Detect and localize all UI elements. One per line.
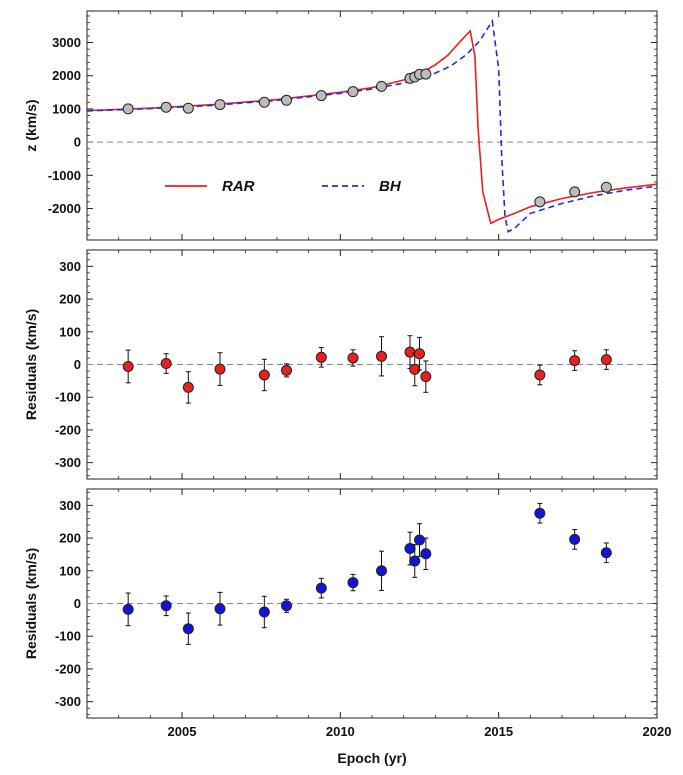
y-tick-label: -200 — [55, 422, 81, 437]
y-axis-title: Residuals (km/s) — [23, 309, 39, 420]
y-tick-label: 100 — [59, 324, 81, 339]
legend-label-bh: BH — [379, 178, 402, 195]
y-tick-label: -300 — [55, 694, 81, 709]
data-point — [258, 369, 270, 381]
data-point — [376, 565, 387, 577]
x-tick-label: 2010 — [326, 724, 355, 739]
x-axis-title: Epoch (yr) — [337, 750, 406, 766]
data-point — [281, 600, 292, 612]
data-point — [420, 548, 432, 560]
data-point — [569, 355, 581, 367]
y-tick-label: 100 — [59, 563, 81, 578]
data-point — [420, 371, 432, 383]
data-point — [160, 101, 172, 113]
y-tick-label: 3000 — [52, 35, 81, 50]
data-point — [182, 381, 194, 393]
y-tick-label: 0 — [74, 135, 81, 150]
series-bh-line — [87, 18, 657, 233]
data-point — [214, 99, 226, 111]
data-point — [214, 363, 226, 375]
x-tick-label: 2015 — [484, 724, 513, 739]
data-point — [414, 348, 425, 360]
data-point — [160, 600, 172, 612]
data-point — [258, 96, 270, 108]
data-point — [182, 102, 194, 114]
data-point — [347, 577, 359, 589]
data-point — [182, 623, 194, 635]
data-point — [569, 186, 581, 198]
data-point — [376, 350, 387, 362]
y-tick-label: -300 — [55, 455, 81, 470]
data-point — [347, 86, 359, 98]
data-point — [600, 547, 612, 559]
y-axis-title: Residuals (km/s) — [23, 548, 39, 659]
data-point — [534, 507, 546, 519]
data-point — [404, 346, 416, 358]
y-tick-label: 1000 — [52, 101, 81, 116]
data-point — [409, 555, 421, 567]
y-tick-label: 0 — [74, 357, 81, 372]
data-point — [600, 354, 612, 366]
y-tick-label: 300 — [59, 259, 81, 274]
data-point — [569, 533, 581, 545]
y-tick-label: 200 — [59, 531, 81, 546]
x-tick-label: 2005 — [168, 724, 197, 739]
data-point — [122, 603, 134, 615]
data-point — [315, 582, 327, 594]
legend-label-rar: RAR — [222, 178, 255, 195]
data-point — [376, 80, 387, 92]
y-tick-label: -2000 — [48, 201, 81, 216]
data-point — [315, 90, 327, 102]
y-tick-label: -100 — [55, 390, 81, 405]
y-tick-label: -100 — [55, 629, 81, 644]
y-tick-label: 0 — [74, 596, 81, 611]
y-tick-label: 300 — [59, 498, 81, 513]
y-axis-title: z (km/s) — [23, 99, 39, 151]
panel-redshift-frame — [86, 10, 658, 241]
data-point — [258, 606, 270, 618]
data-point — [214, 603, 226, 615]
x-tick-label: 2020 — [643, 724, 672, 739]
data-point — [122, 360, 134, 372]
y-tick-label: 200 — [59, 292, 81, 307]
y-tick-label: -1000 — [48, 168, 81, 183]
data-point — [600, 181, 612, 193]
data-point — [347, 352, 359, 364]
data-point — [281, 94, 292, 106]
data-point — [122, 103, 134, 115]
data-point — [420, 68, 432, 80]
data-point — [414, 534, 425, 546]
data-point — [281, 364, 292, 376]
data-point — [315, 351, 327, 363]
y-tick-label: -200 — [55, 661, 81, 676]
data-point — [534, 196, 546, 208]
data-point — [534, 369, 546, 381]
data-point — [160, 358, 172, 370]
y-tick-label: 2000 — [52, 68, 81, 83]
data-point — [409, 363, 421, 375]
